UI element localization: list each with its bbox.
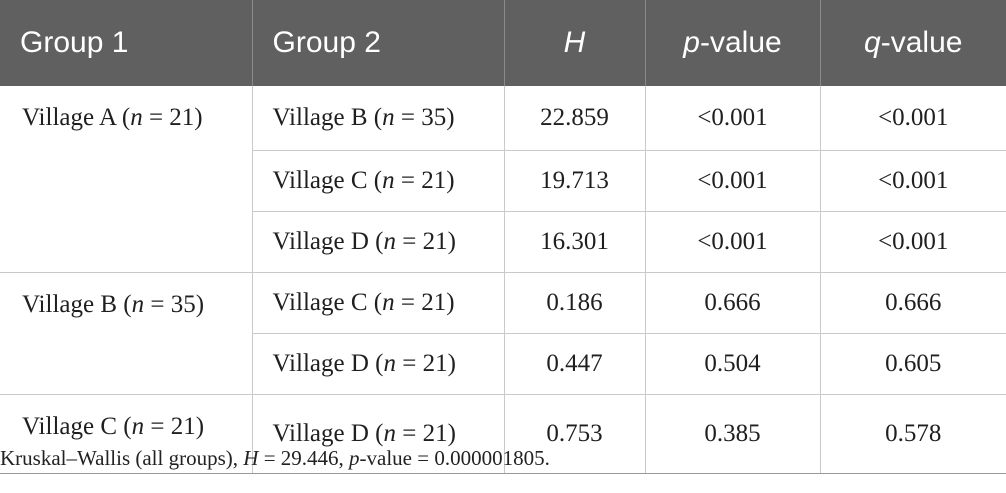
group2-label: Village D ( xyxy=(272,420,384,447)
q-cell: <0.001 xyxy=(820,150,1006,212)
group2-count: = 21) xyxy=(394,167,455,194)
n-symbol: n xyxy=(131,291,145,318)
group2-label: Village D ( xyxy=(272,228,384,255)
h-cell: 0.447 xyxy=(504,333,646,395)
q-cell: 0.578 xyxy=(820,394,1006,474)
group1-count: = 21) xyxy=(142,104,203,131)
p-cell: <0.001 xyxy=(645,211,821,273)
group1-cell-village-a: Village A (n = 21) xyxy=(0,86,253,273)
n-symbol: n xyxy=(130,104,143,131)
q-cell: 0.605 xyxy=(820,333,1006,395)
footnote-p-symbol: p xyxy=(349,446,360,470)
header-group-1: Group 1 xyxy=(0,0,253,86)
pairwise-comparison-table: Group 1 Group 2 H p-value q-value Villag… xyxy=(0,0,1006,474)
group1-cell-village-c: Village C (n = 21) xyxy=(0,394,253,474)
header-p-rest: -value xyxy=(699,26,782,59)
table-row: Village D (n = 21) 16.301 <0.001 <0.001 xyxy=(0,211,1006,273)
footnote-prefix: Kruskal–Wallis (all groups), xyxy=(0,446,244,470)
p-cell: 0.504 xyxy=(645,333,821,395)
header-q-italic: q xyxy=(864,26,881,59)
table-footnote: Kruskal–Wallis (all groups), H = 29.446,… xyxy=(0,446,550,471)
p-cell: <0.001 xyxy=(645,150,821,212)
group2-label: Village C ( xyxy=(272,167,383,194)
group2-label: Village B ( xyxy=(272,104,383,131)
n-symbol: n xyxy=(382,289,395,316)
table-row: Village B (n = 35) Village C (n = 21) 0.… xyxy=(0,272,1006,395)
header-row: Group 1 Group 2 H p-value q-value xyxy=(0,0,1006,86)
group2-cell: Village D (n = 21) xyxy=(252,211,505,273)
group2-count: = 21) xyxy=(395,228,456,255)
group2-count: = 21) xyxy=(395,350,456,377)
group2-cell: Village C (n = 21) xyxy=(252,150,505,212)
header-h: H xyxy=(504,0,646,86)
group1-count: = 21) xyxy=(144,413,205,440)
group2-label: Village C ( xyxy=(272,289,383,316)
header-q-rest: -value xyxy=(880,26,963,59)
table-row: Village D (n = 21) 0.447 0.504 0.605 xyxy=(0,333,1006,395)
header-p-value: p-value xyxy=(645,0,821,86)
n-symbol: n xyxy=(382,104,395,131)
q-cell: <0.001 xyxy=(820,211,1006,273)
p-cell: 0.385 xyxy=(645,394,821,474)
p-cell: <0.001 xyxy=(645,86,821,151)
table-row: Village A (n = 21) Village B (n = 35) 22… xyxy=(0,86,1006,273)
n-symbol: n xyxy=(383,350,396,377)
n-symbol: n xyxy=(383,228,396,255)
n-symbol: n xyxy=(383,420,396,447)
header-p-italic: p xyxy=(683,26,700,59)
h-cell: 22.859 xyxy=(504,86,646,151)
group1-count: = 35) xyxy=(144,291,205,318)
h-cell: 0.753 xyxy=(504,394,646,474)
group1-label: Village C ( xyxy=(22,413,132,440)
header-h-label: H xyxy=(563,26,586,59)
h-cell: 16.301 xyxy=(504,211,646,273)
n-symbol: n xyxy=(131,413,145,440)
header-group-2: Group 2 xyxy=(252,0,505,86)
q-cell: <0.001 xyxy=(820,86,1006,151)
h-cell: 19.713 xyxy=(504,150,646,212)
group2-cell: Village B (n = 35) xyxy=(252,86,505,151)
group2-label: Village D ( xyxy=(272,350,384,377)
group2-cell: Village D (n = 21) xyxy=(252,394,505,474)
group2-count: = 21) xyxy=(395,420,456,447)
footnote-h-value: = 29.446, xyxy=(258,446,350,470)
table-row: Village C (n = 21) 19.713 <0.001 <0.001 xyxy=(0,150,1006,212)
group1-cell-village-b: Village B (n = 35) xyxy=(0,272,253,395)
footnote-h-symbol: H xyxy=(243,446,259,470)
group2-cell: Village C (n = 21) xyxy=(252,272,505,334)
group2-count: = 35) xyxy=(394,104,455,131)
group1-label: Village B ( xyxy=(22,291,132,318)
group2-cell: Village D (n = 21) xyxy=(252,333,505,395)
q-cell: 0.666 xyxy=(820,272,1006,334)
group1-label: Village A ( xyxy=(22,104,131,131)
header-q-value: q-value xyxy=(820,0,1006,86)
p-cell: 0.666 xyxy=(645,272,821,334)
results-table-container: Group 1 Group 2 H p-value q-value Villag… xyxy=(0,0,1006,474)
footnote-p-value: -value = 0.000001805. xyxy=(359,446,550,470)
group2-count: = 21) xyxy=(394,289,455,316)
h-cell: 0.186 xyxy=(504,272,646,334)
table-row: Village C (n = 21) Village D (n = 21) 0.… xyxy=(0,394,1006,474)
n-symbol: n xyxy=(382,167,395,194)
